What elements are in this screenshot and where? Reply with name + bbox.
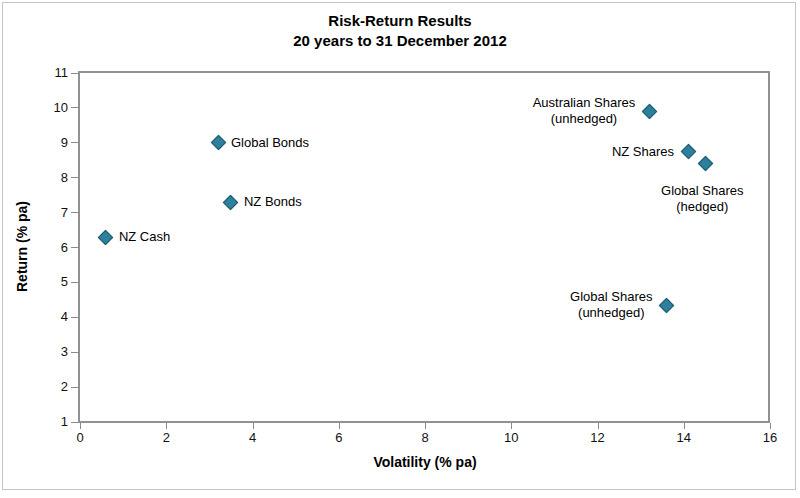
y-axis-tick-mark	[71, 282, 79, 283]
chart-title-line2: 20 years to 31 December 2012	[0, 31, 800, 51]
y-axis-tick-label: 2	[28, 379, 68, 395]
y-axis-tick-mark	[71, 177, 79, 178]
x-axis-tick-label: 16	[750, 430, 790, 446]
x-axis-tick-label: 2	[146, 430, 186, 446]
y-axis-tick-label: 1	[28, 414, 68, 430]
data-point-nz-cash	[98, 229, 114, 245]
y-axis-tick-mark	[71, 212, 79, 213]
y-axis-tick-label: 3	[28, 344, 68, 360]
x-axis-tick-label: 4	[233, 430, 273, 446]
x-axis-tick-label: 12	[578, 430, 618, 446]
x-axis-tick-label: 8	[405, 430, 445, 446]
point-label-global-shares-hedged: Global Shares(hedged)	[661, 183, 743, 215]
x-axis-tick-label: 14	[664, 430, 704, 446]
x-axis-tick-label: 6	[319, 430, 359, 446]
x-axis-tick-mark	[598, 423, 599, 429]
y-axis-tick-mark	[71, 107, 79, 108]
y-axis-tick-label: 4	[28, 309, 68, 325]
x-axis-tick-mark	[511, 423, 512, 429]
point-label-global-bonds: Global Bonds	[231, 135, 309, 151]
data-point-global-shares-unhedged	[659, 297, 675, 313]
x-axis-tick-mark	[425, 423, 426, 429]
point-label-global-shares-unhedged: Global Shares(unhedged)	[570, 289, 652, 321]
y-axis-tick-mark	[71, 142, 79, 143]
x-axis-tick-label: 0	[60, 430, 100, 446]
y-axis-tick-mark	[71, 73, 79, 74]
x-axis-tick-mark	[770, 423, 771, 429]
x-axis-tick-mark	[684, 423, 685, 429]
y-axis-tick-label: 5	[28, 274, 68, 290]
y-axis-tick-label: 10	[28, 100, 68, 116]
point-label-nz-bonds: NZ Bonds	[244, 194, 302, 210]
x-axis-title: Volatility (% pa)	[80, 454, 770, 470]
plot-area: 12345678910110246810121416NZ CashGlobal …	[80, 73, 770, 422]
x-axis-tick-mark	[80, 423, 81, 429]
y-axis-tick-label: 8	[28, 170, 68, 186]
y-axis-tick-label: 9	[28, 135, 68, 151]
point-label-australian-shares-unhedged: Australian Shares(unhedged)	[533, 95, 636, 127]
data-point-australian-shares-unhedged	[641, 104, 657, 120]
y-axis-tick-mark	[71, 387, 79, 388]
data-point-global-shares-hedged	[698, 156, 714, 172]
point-label-nz-cash: NZ Cash	[119, 229, 170, 245]
y-axis-tick-label: 11	[28, 65, 68, 81]
x-axis-tick-mark	[253, 423, 254, 429]
x-axis-tick-mark	[339, 423, 340, 429]
data-point-global-bonds	[210, 135, 226, 151]
x-axis-tick-label: 10	[491, 430, 531, 446]
y-axis-tick-mark	[71, 317, 79, 318]
data-point-nz-bonds	[223, 194, 239, 210]
y-axis-tick-mark	[71, 247, 79, 248]
y-axis-tick-label: 7	[28, 205, 68, 221]
data-point-nz-shares	[680, 144, 696, 160]
y-axis-tick-mark	[71, 422, 79, 423]
chart-title: Risk-Return Results 20 years to 31 Decem…	[0, 11, 800, 51]
point-label-nz-shares: NZ Shares	[612, 144, 674, 160]
x-axis-tick-mark	[166, 423, 167, 429]
chart-title-line1: Risk-Return Results	[0, 11, 800, 31]
y-axis-tick-label: 6	[28, 240, 68, 256]
y-axis-tick-mark	[71, 352, 79, 353]
